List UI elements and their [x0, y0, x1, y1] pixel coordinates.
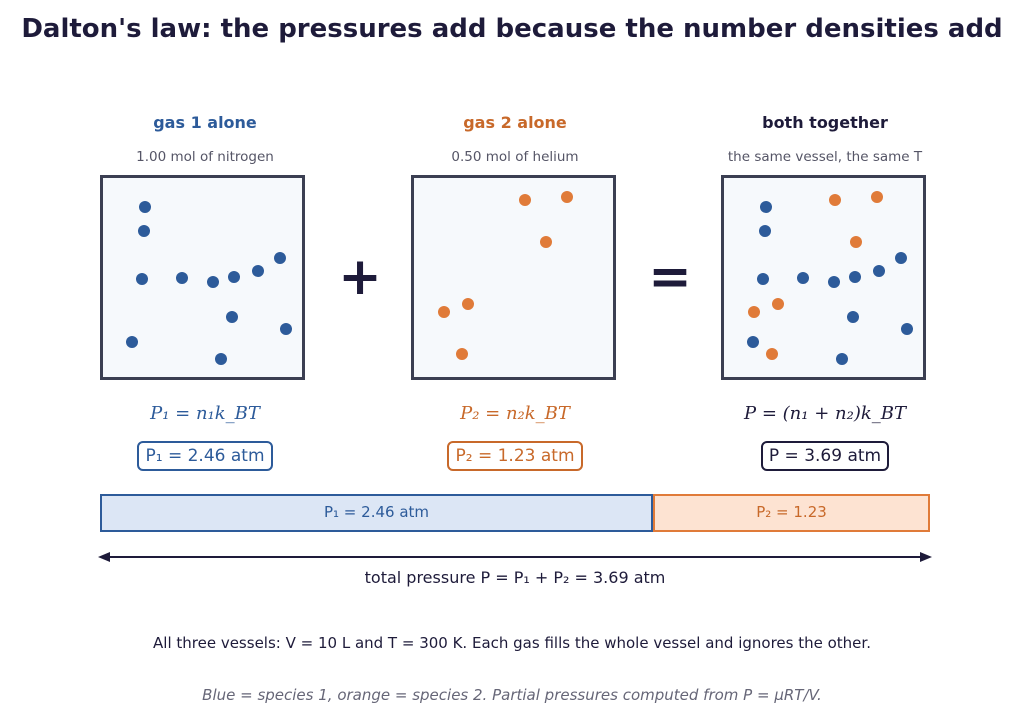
page-title: Dalton's law: the pressures add because …: [21, 14, 1003, 44]
molecule-2: [438, 306, 450, 318]
molecule-1: [176, 272, 188, 284]
molecule-1: [901, 323, 913, 335]
gas1-pressure-box: P₁ = 2.46 atm: [137, 441, 273, 471]
pressure-bar: P₁ = 2.46 atm P₂ = 1.23: [100, 494, 930, 532]
molecule-1: [747, 336, 759, 348]
molecule-1: [895, 252, 907, 264]
both-heading: both together: [762, 113, 888, 132]
plus-operator: +: [338, 247, 382, 307]
footer-note: All three vessels: V = 10 L and T = 300 …: [153, 634, 871, 652]
equals-operator: =: [648, 247, 692, 307]
gas1-vessel: [100, 175, 305, 380]
gas1-heading: gas 1 alone: [153, 113, 257, 132]
both-vessel: [721, 175, 926, 380]
gas2-formula: P₂ = n₂k_BT: [460, 403, 570, 424]
molecule-1: [797, 272, 809, 284]
molecule-1: [836, 353, 848, 365]
molecule-1: [280, 323, 292, 335]
molecule-1: [828, 276, 840, 288]
molecule-1: [126, 336, 138, 348]
molecule-2: [519, 194, 531, 206]
molecule-1: [274, 252, 286, 264]
molecule-1: [228, 271, 240, 283]
molecule-1: [759, 225, 771, 237]
molecule-1: [226, 311, 238, 323]
gas1-molecules: [126, 201, 292, 365]
molecule-1: [873, 265, 885, 277]
molecule-2: [772, 298, 784, 310]
gas1-subtitle: 1.00 mol of nitrogen: [136, 149, 274, 165]
caption: Blue = species 1, orange = species 2. Pa…: [202, 686, 822, 704]
gas1-formula: P₁ = n₁k_BT: [150, 403, 260, 424]
gas2-subtitle: 0.50 mol of helium: [451, 149, 579, 165]
total-pressure-label: total pressure P = P₁ + P₂ = 3.69 atm: [364, 568, 666, 587]
molecule-1: [847, 311, 859, 323]
molecule-2: [766, 348, 778, 360]
gas2-heading: gas 2 alone: [463, 113, 567, 132]
molecule-2: [462, 298, 474, 310]
molecule-2: [561, 191, 573, 203]
molecule-1: [136, 273, 148, 285]
pressure-bar-segment-2: P₂ = 1.23: [653, 494, 930, 532]
total-arrow: [98, 552, 932, 562]
gas2-molecules: [438, 191, 573, 360]
molecule-1: [207, 276, 219, 288]
gas2-vessel: [411, 175, 616, 380]
both-molecules: [747, 191, 913, 365]
molecule-1: [215, 353, 227, 365]
molecule-1: [849, 271, 861, 283]
molecule-1: [138, 225, 150, 237]
molecule-2: [456, 348, 468, 360]
molecule-2: [850, 236, 862, 248]
molecule-2: [829, 194, 841, 206]
both-pressure-box: P = 3.69 atm: [760, 441, 890, 471]
both-formula: P = (n₁ + n₂)k_BT: [744, 403, 906, 424]
molecule-1: [252, 265, 264, 277]
pressure-bar-segment-1: P₁ = 2.46 atm: [100, 494, 653, 532]
molecule-2: [871, 191, 883, 203]
molecule-1: [139, 201, 151, 213]
molecule-1: [760, 201, 772, 213]
molecule-2: [748, 306, 760, 318]
both-subtitle: the same vessel, the same T: [727, 149, 923, 165]
molecule-1: [757, 273, 769, 285]
gas2-pressure-box: P₂ = 1.23 atm: [447, 441, 583, 471]
molecule-2: [540, 236, 552, 248]
